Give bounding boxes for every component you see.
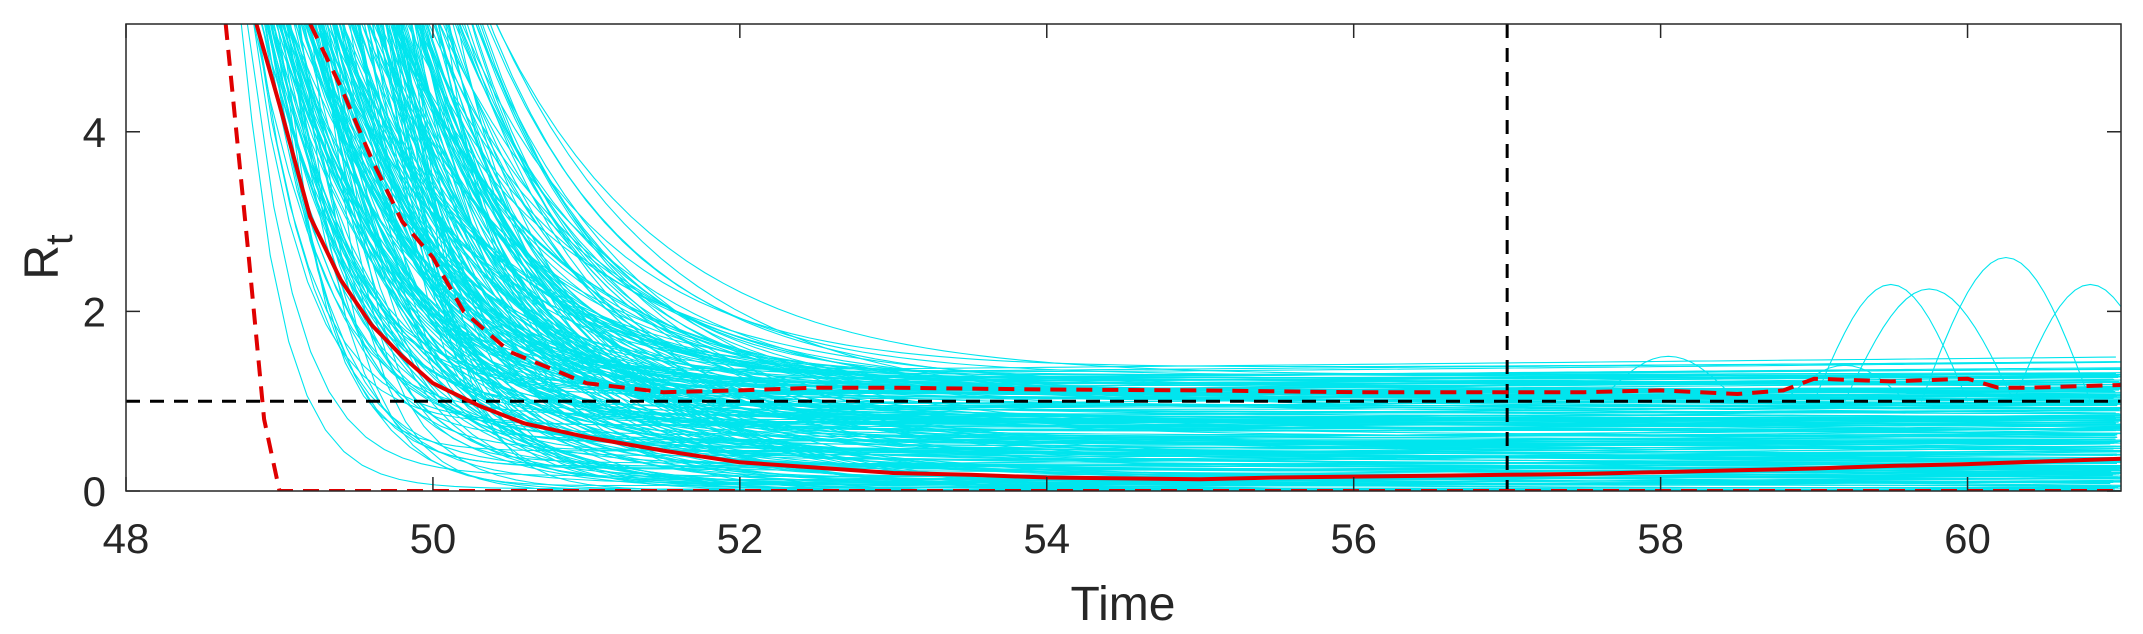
sample-curve: [385, 24, 2121, 430]
sample-curve: [300, 24, 2111, 491]
sample-curve: [306, 24, 2121, 409]
x-tick-label: 50: [410, 515, 457, 562]
sample-curve: [377, 24, 2121, 396]
sample-curve: [439, 24, 2113, 406]
lower-bound-line: [223, 24, 2121, 491]
x-tick-label: 48: [103, 515, 150, 562]
sample-curve: [313, 24, 2118, 391]
sample-curve: [286, 24, 2121, 432]
sample-curve: [459, 24, 2121, 447]
sample-curve: [417, 24, 2113, 491]
sample-curve: [288, 24, 2117, 449]
y-tick-label: 0: [83, 468, 106, 515]
sample-curve: [438, 24, 2121, 467]
sample-curve: [263, 24, 2119, 442]
x-axis-label: Time: [1071, 578, 1176, 631]
sample-curve: [333, 24, 2111, 468]
sample-curve: [363, 24, 2111, 491]
sample-curve: [332, 24, 2119, 401]
sample-curve: [273, 24, 2121, 488]
sample-curve: [454, 24, 2119, 410]
sample-curve: [389, 24, 2116, 420]
sample-curve: [288, 24, 2113, 397]
sample-curve: [287, 24, 2120, 415]
sample-curve: [456, 24, 2121, 444]
sample-curve: [332, 24, 2121, 463]
sample-curve: [354, 24, 2121, 491]
sample-curve: [472, 24, 2114, 399]
sample-curve: [471, 24, 2116, 396]
reference-lines: [126, 24, 2121, 491]
sample-curve: [350, 24, 2121, 382]
sample-curve-bump: [1813, 283, 1969, 402]
sample-curve: [421, 24, 2114, 434]
sample-curve: [375, 24, 2121, 431]
x-tick-label: 52: [716, 515, 763, 562]
sample-curve: [445, 24, 2116, 405]
x-tick-label: 60: [1944, 515, 1991, 562]
sample-curve: [495, 24, 2116, 414]
sample-curve: [265, 24, 2121, 416]
sample-curve: [421, 24, 2121, 483]
sample-curve-bump: [1598, 355, 1738, 402]
y-axis-label-subscript: t: [39, 234, 81, 245]
sample-curve: [400, 24, 2119, 418]
sample-curve-bump: [1920, 256, 2091, 402]
median-line: [254, 24, 2121, 482]
sample-curve: [357, 24, 2115, 457]
sample-curve: [347, 24, 2119, 491]
sample-curve: [387, 24, 2117, 437]
sample-curves: [240, 24, 2121, 491]
sample-curve: [342, 24, 2121, 372]
sample-curve: [414, 24, 2112, 381]
sample-curve: [303, 24, 2116, 440]
axis-ticks: 48 50 52 54 56 58 60 0 2 4: [83, 24, 2121, 562]
y-tick-label: 2: [83, 288, 106, 335]
plot-frame: [125, 23, 2122, 492]
x-tick-label: 58: [1637, 515, 1684, 562]
svg-text:Rt: Rt: [16, 234, 81, 280]
y-tick-label: 4: [83, 109, 106, 156]
sample-curve: [273, 24, 2119, 387]
sample-curve: [495, 24, 2121, 376]
sample-curve: [456, 24, 2121, 415]
sample-curve: [419, 24, 2119, 401]
sample-curve: [329, 24, 2116, 370]
sample-curve: [479, 24, 2117, 379]
y-axis-label-main: R: [16, 245, 69, 280]
sample-curve-bump: [1844, 288, 2015, 402]
upper-bound-line: [308, 24, 2121, 396]
x-tick-label: 54: [1023, 515, 1070, 562]
sample-curve: [287, 24, 2121, 372]
sample-curve: [424, 24, 2121, 378]
x-tick-label: 56: [1330, 515, 1377, 562]
sample-curve: [442, 24, 2121, 461]
sample-curve: [385, 24, 2121, 481]
sample-curve: [388, 24, 2121, 491]
sample-curve: [361, 24, 2121, 384]
sample-curve-bump: [2013, 283, 2121, 402]
sample-curve: [405, 24, 2121, 398]
sample-curve: [437, 24, 2121, 457]
sample-curve: [432, 24, 2116, 462]
sample-curve: [281, 24, 2115, 407]
sample-curve: [420, 24, 2114, 491]
y-axis-label: Rt: [16, 234, 81, 280]
sample-curve: [307, 24, 2113, 431]
summary-curves: [223, 24, 2121, 491]
sample-curve: [393, 24, 2121, 402]
